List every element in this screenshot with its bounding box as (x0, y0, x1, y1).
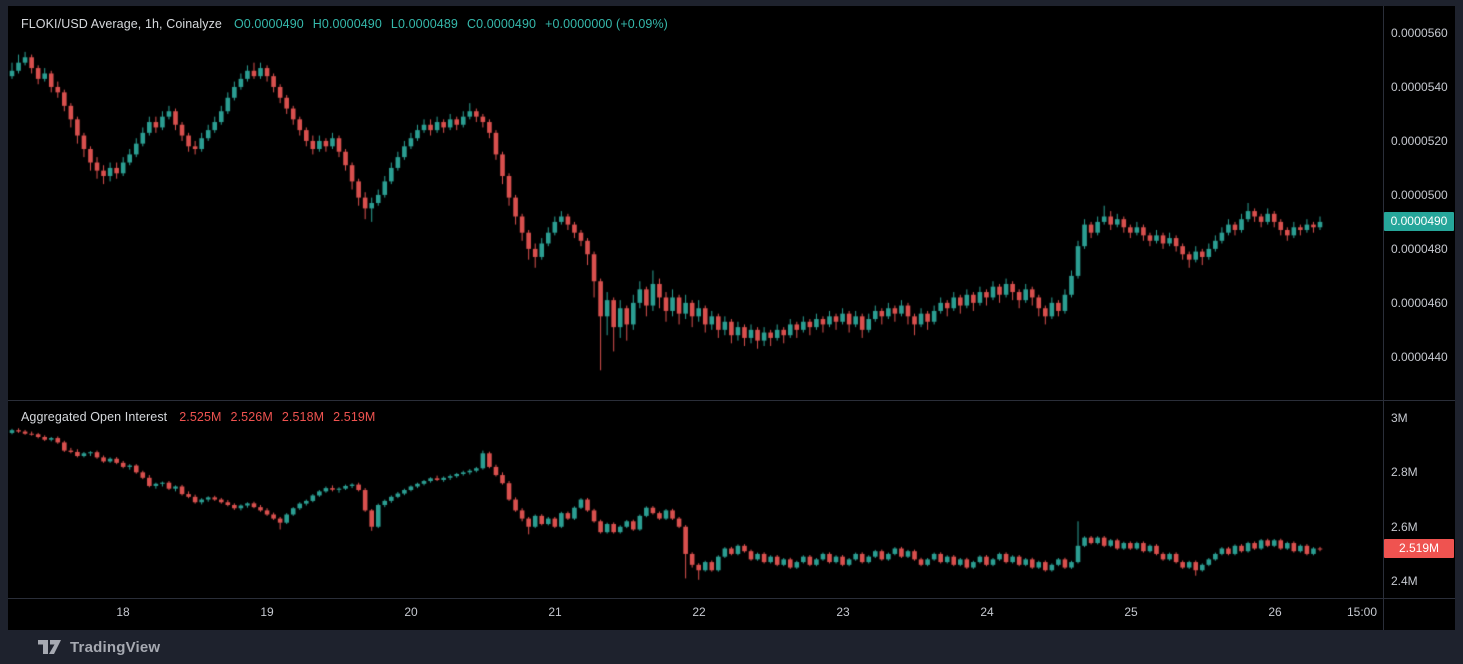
tradingview-brand[interactable]: TradingView (70, 638, 161, 656)
bottom-bar: TradingView (0, 630, 1463, 664)
oi-value-3: 2.518M (281, 410, 325, 424)
oi-value-2: 2.526M (230, 410, 273, 424)
oi-value-1: 2.525M (179, 410, 222, 424)
y-axis-tick-label: 0.0000480 (1391, 241, 1448, 256)
y-axis-tick-label: 0.0000500 (1391, 187, 1448, 202)
y-axis-tick-label: 3M (1391, 410, 1408, 425)
price-axis-border (1383, 6, 1384, 630)
price-pane-legend: FLOKI/USD Average, 1h, Coinalyze O0.00004… (21, 17, 677, 31)
symbol-title[interactable]: FLOKI/USD Average, 1h, Coinalyze (21, 17, 222, 31)
time-axis-divider (8, 598, 1455, 599)
time-axis-tick-label: 23 (836, 605, 850, 619)
y-axis-tick-label: 0.0000440 (1391, 349, 1448, 364)
y-axis-tick-label: 2.4M (1391, 574, 1418, 589)
time-axis-tick-label: 21 (548, 605, 562, 619)
legend-open-value: O0.0000490 (233, 17, 304, 31)
candlestick-canvas (8, 6, 1383, 630)
y-axis-tick-label: 0.0000540 (1391, 79, 1448, 94)
time-axis-tick-label: 18 (116, 605, 130, 619)
last-price-badge: 0.0000490 (1384, 212, 1454, 232)
time-axis-tick-label: 15:00 (1346, 605, 1378, 619)
y-axis-tick-label: 2.8M (1391, 465, 1418, 480)
y-axis-tick-label: 2.6M (1391, 519, 1418, 534)
oi-indicator-title[interactable]: Aggregated Open Interest (21, 410, 168, 424)
last-oi-badge: 2.519M (1384, 539, 1454, 559)
time-axis[interactable] (8, 599, 1455, 630)
y-axis-tick-label: 0.0000460 (1391, 295, 1448, 310)
tradingview-logo-icon[interactable] (38, 640, 61, 654)
y-axis-tick-label: 0.0000520 (1391, 133, 1448, 148)
time-axis-tick-label: 26 (1268, 605, 1282, 619)
legend-close-value: C0.0000490 (466, 17, 537, 31)
legend-high-value: H0.0000490 (312, 17, 382, 31)
time-axis-tick-label: 25 (1124, 605, 1138, 619)
pane-divider[interactable] (8, 400, 1455, 401)
chart-area[interactable]: FLOKI/USD Average, 1h, Coinalyze O0.00004… (8, 6, 1455, 630)
y-axis-tick-label: 0.0000560 (1391, 25, 1448, 40)
time-axis-tick-label: 19 (260, 605, 274, 619)
oi-value-4: 2.519M (333, 410, 376, 424)
time-axis-tick-label: 24 (980, 605, 994, 619)
legend-change-value: +0.0000000 (+0.09%) (545, 17, 668, 31)
time-axis-tick-label: 20 (404, 605, 418, 619)
oi-pane-legend: Aggregated Open Interest 2.525M 2.526M 2.51… (21, 410, 384, 424)
time-axis-tick-label: 22 (692, 605, 706, 619)
legend-low-value: L0.0000489 (390, 17, 458, 31)
